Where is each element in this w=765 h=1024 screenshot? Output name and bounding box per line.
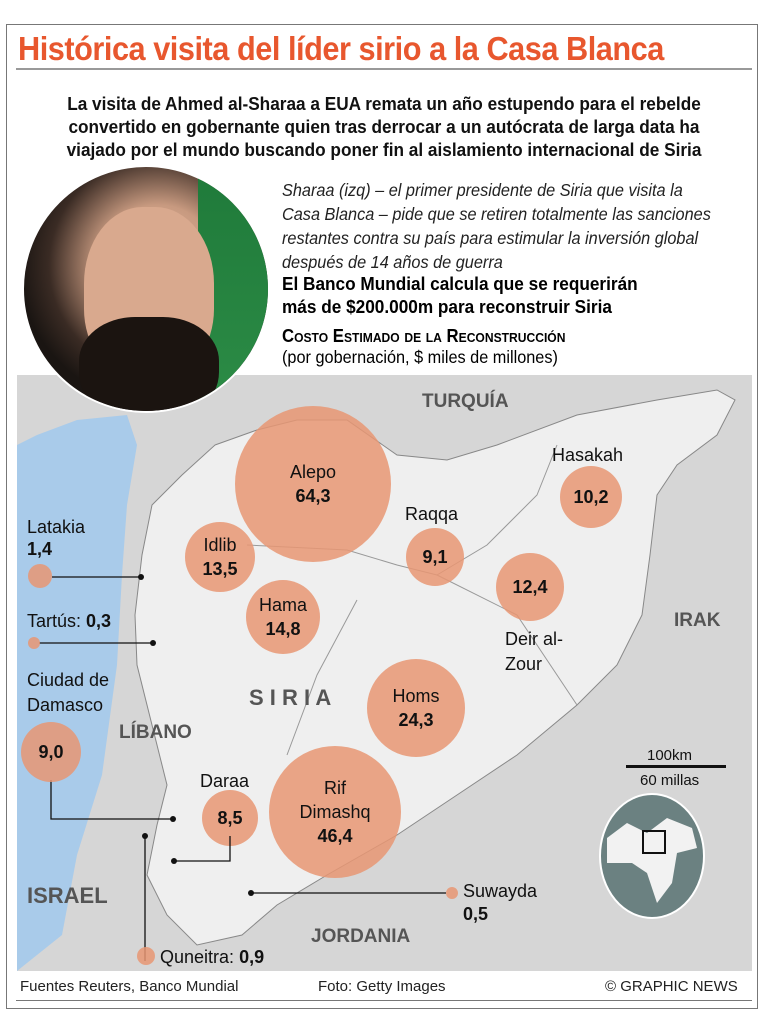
title-divider [16, 68, 752, 70]
label-suwayda: Suwayda [463, 881, 538, 901]
label-quneitra: Quneitra: 0,9 [160, 946, 264, 968]
bubble-latakia [28, 564, 52, 588]
name: Alepo [289, 462, 337, 482]
value-suwayda: 0,5 [463, 904, 489, 924]
bubble-rif-dimashq: Rif Dimashq 46,4 [269, 746, 401, 878]
world-bank-note: El Banco Mundial calcula que se requerir… [282, 273, 638, 317]
graphic-credit: © GRAPHIC NEWS [605, 978, 738, 995]
bubble-hama: Hama 14,8 [246, 580, 320, 654]
syria-map: TURQUÍA IRAK S I R I A LÍBANO ISRAEL JOR… [17, 375, 752, 971]
label-turkey: TURQUÍA [422, 391, 509, 412]
leader-lines [39, 574, 446, 961]
bubble-quneitra [137, 947, 155, 965]
name: Idlib [203, 535, 237, 555]
value: 0,9 [239, 947, 265, 967]
scale-km: 100km [647, 747, 693, 764]
beard [79, 317, 219, 411]
value: 64,3 [295, 486, 331, 506]
label-latakia: Latakia [27, 517, 86, 537]
scale-miles: 60 millas [640, 772, 700, 789]
bubble-idlib: Idlib 13,5 [185, 522, 255, 592]
sources: Fuentes Reuters, Banco Mundial [20, 978, 239, 995]
bubble-daraa: 8,5 [202, 790, 258, 846]
name: Homs [392, 686, 440, 706]
scale-bar [626, 765, 726, 768]
label-jordan: JORDANIA [311, 926, 411, 947]
bubble-raqqa: 9,1 [406, 528, 464, 586]
label-daraa: Daraa [200, 771, 250, 791]
bubble-tartus [28, 637, 40, 649]
bubble-homs: Homs 24,3 [367, 659, 465, 757]
intro-text: La visita de Ahmed al-Sharaa a EUA remat… [66, 93, 702, 160]
bubble-hasakah: 10,2 [560, 466, 622, 528]
label-iraq: IRAK [674, 610, 721, 631]
bubble-suwayda [446, 887, 458, 899]
bubble-ciudad-de-damasco: 9,0 [21, 722, 81, 782]
portrait-photo [22, 165, 270, 413]
value: 46,4 [317, 826, 353, 846]
frame [6, 24, 758, 1009]
photo-caption: Sharaa (izq) – el primer presidente de S… [282, 180, 711, 272]
mediterranean-sea [17, 415, 137, 971]
label-hasakah: Hasakah [552, 445, 624, 465]
name: Rif Dimashq [299, 778, 371, 822]
name: Quneitra: [160, 947, 235, 967]
name: Tartús: [27, 611, 82, 631]
label-ciudad-de-damasco: Ciudad de Damasco [27, 670, 110, 715]
value-latakia: 1,4 [27, 539, 53, 559]
label-raqqa: Raqqa [405, 504, 459, 524]
footer-divider [16, 1000, 752, 1001]
name: Hama [258, 595, 307, 615]
value: 0,3 [86, 611, 112, 631]
bubble-deir-al-zour: 12,4 [496, 553, 564, 621]
value: 24,3 [398, 710, 434, 730]
label-israel: ISRAEL [27, 883, 108, 908]
label-tartus: Tartús: 0,3 [27, 610, 111, 632]
bubble-alepo: Alepo 64,3 [235, 406, 391, 562]
value: 13,5 [202, 559, 238, 579]
label-syria: S I R I A [249, 685, 332, 710]
cost-heading: Costo Estimado de la Reconstrucción [282, 326, 566, 346]
label-deir-al-zour: Deir al-Zour [505, 629, 564, 674]
locator-globe [599, 793, 705, 919]
photo-credit: Foto: Getty Images [318, 978, 446, 995]
label-lebanon: LÍBANO [119, 722, 192, 743]
governorate-borders [246, 444, 578, 756]
cost-subheading: (por gobernación, $ miles de millones) [282, 347, 558, 367]
value: 14,8 [265, 619, 301, 639]
headline: Histórica visita del líder sirio a la Ca… [18, 30, 664, 67]
